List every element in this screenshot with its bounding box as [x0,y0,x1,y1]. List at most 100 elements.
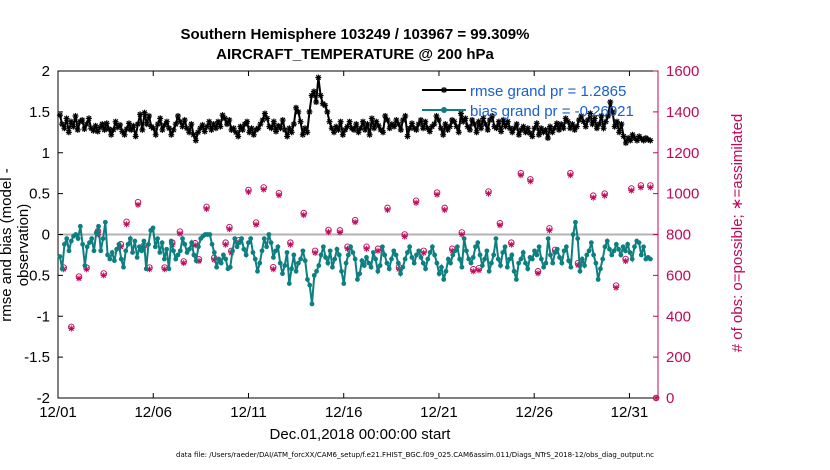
y-right-tick-label: 200 [666,349,691,366]
asterisk-stroke [277,125,284,131]
bias-point [136,244,142,250]
asterisk-stroke [645,137,651,143]
bias-point [241,246,247,252]
asterisk-stroke [72,113,79,119]
rmse-point [584,117,591,124]
asterisk-stroke [206,119,212,125]
bias-point [350,250,356,255]
asterisk-stroke [155,121,161,127]
bias-point [239,236,244,241]
rmse-point [605,112,612,119]
asterisk-stroke [551,125,558,131]
bias-point [327,248,333,254]
asterisk-stroke [364,121,371,127]
bias-point [221,252,226,258]
rmse-point [217,123,224,130]
y-right-tick-label: 1000 [666,186,699,203]
asterisk-stroke [286,125,293,131]
rmse-point [250,131,257,138]
asterisk-stroke [162,266,168,272]
asterisk-stroke [331,129,337,135]
asterisk-stroke [625,135,631,141]
rmse-point [99,121,106,128]
bias-point [116,241,122,247]
asterisk-stroke [487,117,493,123]
rmse-point [315,74,322,81]
rmse-point [134,121,141,128]
asterisk-stroke [184,125,190,131]
rmse-point [322,102,329,109]
asterisk-stroke [527,130,533,136]
bias-point [264,244,269,250]
rmse-point [598,112,605,119]
asterisk-stroke [106,126,112,132]
x-tick-label: 12/21 [420,404,458,421]
asterisk-stroke [402,233,408,240]
asterisk-stroke [467,127,473,133]
bias-point [361,263,367,268]
asterisk-stroke [159,127,166,133]
bias-point [579,256,585,262]
asterisk-stroke [514,121,520,127]
bias-point [584,252,590,258]
bias-point [134,254,140,260]
bias-point [146,241,151,247]
asterisk-stroke [215,119,221,125]
asterisk-stroke [447,123,453,130]
rmse-point [607,99,614,106]
rmse-point [627,137,634,144]
asterisk-stroke [261,186,267,193]
asterisk-stroke [571,127,578,133]
rmse-point [72,112,79,119]
y-left-tick-label: 0 [42,227,50,244]
bias-point [511,268,517,274]
rmse-point [582,123,589,130]
bias-point [311,272,317,278]
bias-point [386,266,392,272]
rmse-point [558,121,565,128]
x-tick-label: 12/01 [39,404,77,421]
legend-bias-label: bias grand pr = -0.26021 [470,103,634,120]
asterisk-stroke [312,250,318,256]
rmse-point [157,115,164,122]
asterisk-stroke [369,115,375,122]
asterisk-stroke [444,127,451,133]
rmse-point [431,121,438,128]
rmse-point [70,123,77,130]
asterisk-stroke [480,115,486,122]
asterisk-stroke [251,132,257,138]
bias-point [452,248,458,254]
rmse-point [85,115,92,122]
obs-assimilated-point [222,241,229,248]
bias-point [250,250,256,255]
y-right-tick-label: 0 [666,390,674,407]
y-right-tick-label: 1200 [666,145,699,162]
rmse-point [139,126,146,133]
asterisk-stroke [431,121,437,127]
asterisk-stroke [304,129,310,135]
obs-assimilated-point [508,241,515,248]
rmse-point [509,129,516,136]
bias-point [216,256,222,262]
bias-point [420,260,426,266]
asterisk-stroke [628,188,634,194]
rmse-point [573,123,580,130]
asterisk-stroke [337,229,343,236]
bias-point [416,248,422,254]
bias-point [291,252,297,258]
rmse-point [493,125,500,132]
bias-point [595,277,601,282]
rmse-point [351,126,358,133]
asterisk-stroke [190,132,197,138]
bias-point [302,258,308,264]
rmse-point [366,131,373,138]
rmse-point [203,123,210,130]
asterisk-stroke [636,133,642,140]
rmse-point [364,121,371,128]
bias-point [173,256,179,262]
asterisk-stroke [569,121,576,127]
bias-point [464,248,469,254]
bias-point [477,252,483,258]
bias-point [334,246,340,252]
rmse-point [105,126,112,133]
